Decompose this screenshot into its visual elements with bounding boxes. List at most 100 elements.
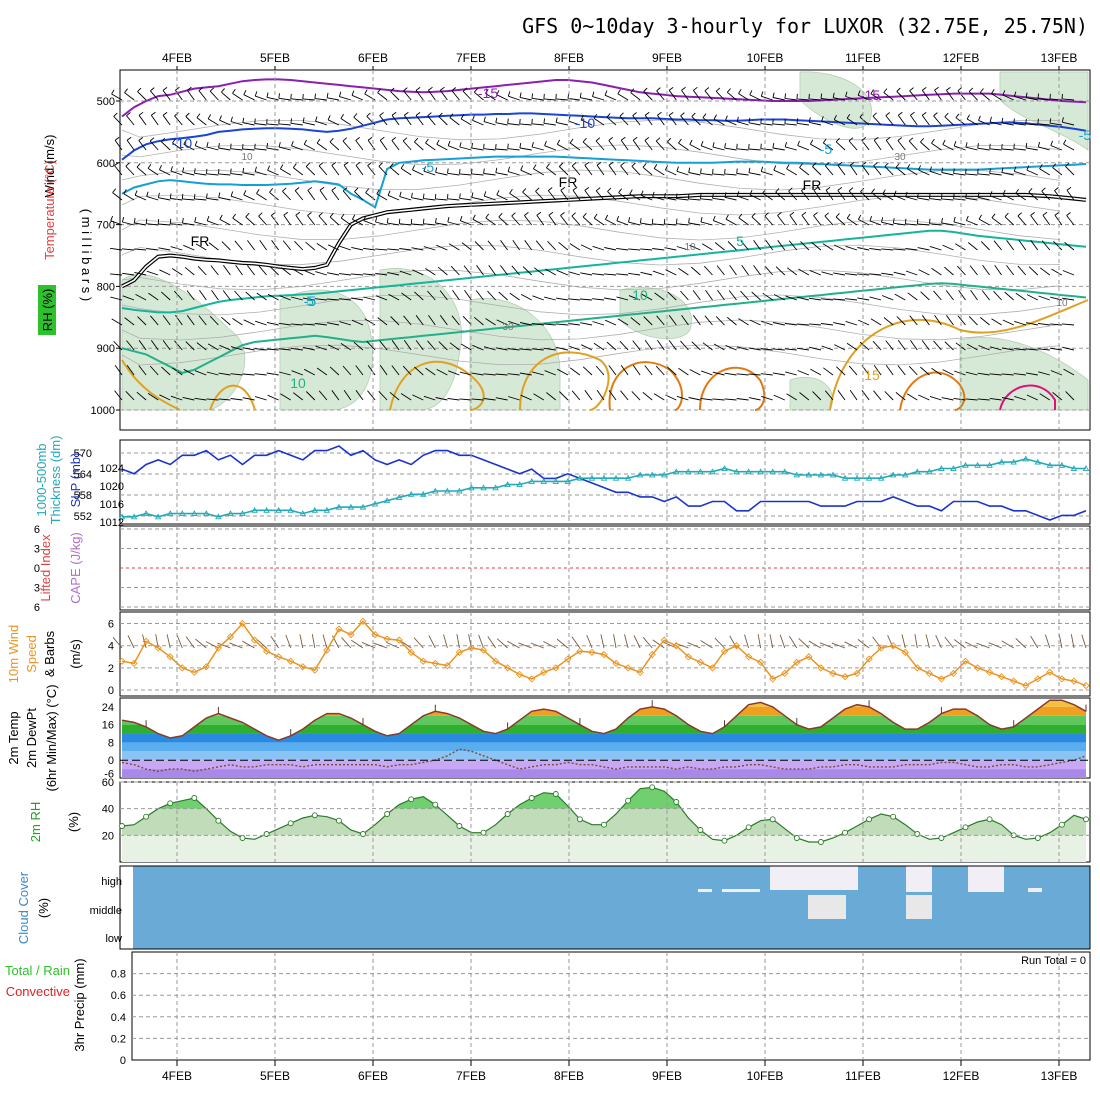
wind-barb-flag	[748, 167, 751, 173]
wind-barb	[245, 216, 255, 226]
wind-barb	[1025, 322, 1038, 326]
wind-barb	[921, 115, 930, 126]
wind-barb-flag	[318, 212, 323, 217]
rh-isoline	[121, 269, 1061, 291]
wind-barb	[641, 293, 653, 301]
wind-barb	[194, 370, 207, 376]
wind-barb	[618, 192, 629, 201]
wind-barb-flag	[688, 218, 690, 224]
wind-barb	[232, 217, 243, 226]
wind-barb	[533, 393, 545, 401]
wind-barb	[580, 272, 593, 276]
wind-barb	[657, 339, 665, 351]
wind-speed-marker	[311, 666, 319, 674]
thickness-marker	[938, 465, 945, 471]
wind-speed-marker	[925, 669, 933, 678]
wind-barb	[331, 390, 340, 401]
wind-10m-barb	[112, 637, 123, 649]
wind-barb-flag	[724, 192, 727, 198]
wind-barb	[713, 220, 725, 226]
isotherm-line	[121, 78, 1087, 118]
wind-barb	[292, 268, 304, 276]
wind-barb	[1014, 95, 1026, 101]
wind-10m-barb	[935, 635, 942, 649]
wind-10m-barb	[1070, 634, 1075, 649]
wind-10m-barb	[624, 634, 629, 649]
wind-barb	[290, 122, 303, 126]
wind-barb	[680, 290, 689, 301]
wind-barb	[608, 140, 617, 151]
wind-barb	[933, 115, 942, 126]
wind-barb	[411, 223, 424, 226]
wind-barb	[560, 215, 569, 226]
wind-barb-flag	[1013, 118, 1015, 124]
wind-barb-flag	[892, 218, 895, 224]
wind-barb	[182, 222, 195, 226]
wind-barb	[681, 314, 689, 326]
wind-barb-flag	[447, 140, 451, 146]
wind-barb	[280, 168, 291, 176]
wind-barb-flag	[569, 138, 574, 144]
wind-barb-flag	[404, 111, 409, 116]
lifted-tick-label: 6	[34, 602, 40, 614]
wind-barb-flag	[243, 190, 247, 195]
wind-barb	[942, 369, 954, 376]
wind-barb	[459, 173, 472, 176]
wind-barb-flag	[254, 91, 258, 97]
wind-barb-flag	[124, 88, 128, 93]
slp-tick-label: 1024	[100, 463, 124, 475]
wind-barb-flag	[307, 186, 313, 191]
wind-barb	[692, 290, 701, 301]
thickness-marker	[287, 506, 294, 513]
thickness-marker	[383, 497, 391, 504]
wind-barb	[644, 339, 653, 351]
wind-barb	[366, 340, 376, 351]
bottom-date-label: 11FEB	[845, 1069, 881, 1083]
wind-barb-flag	[147, 163, 152, 169]
wind-barb-flag	[269, 188, 274, 193]
wind-barb-flag	[712, 215, 716, 221]
wind-barb	[713, 343, 725, 351]
top-date-label: 12FEB	[943, 51, 980, 65]
bottom-date-label: 8FEB	[554, 1069, 584, 1083]
wind-barb	[363, 296, 376, 301]
wind-barb	[628, 248, 641, 251]
wind-barb	[307, 215, 316, 226]
contour-label: 10	[290, 375, 306, 391]
wind-barb-flag	[230, 168, 232, 174]
wind-barb	[483, 173, 496, 176]
wind-barb	[399, 248, 412, 251]
wind-barb	[761, 395, 773, 401]
wind-barb-flag	[472, 214, 476, 220]
wind-barb	[401, 292, 412, 301]
wind-barb	[678, 142, 689, 151]
wind-barb	[991, 217, 1002, 226]
contour-label: -5	[422, 159, 435, 175]
wind-barb	[162, 315, 171, 326]
wind-barb	[592, 273, 605, 276]
wind-barb-flag	[509, 188, 513, 194]
wind-barb-flag	[114, 136, 120, 141]
wind-speed-marker	[552, 664, 560, 672]
wind-barb	[1002, 319, 1014, 326]
wind-speed-marker	[359, 617, 367, 625]
wind-barb	[799, 392, 810, 401]
wind-barb	[596, 164, 605, 176]
wind-barb	[693, 315, 701, 326]
wind-barb	[727, 317, 737, 326]
wind-barb-flag	[207, 114, 212, 120]
wind-10m-barb	[456, 634, 460, 649]
wind-barb	[230, 346, 243, 351]
wind-barb	[873, 165, 882, 176]
upper-air-grid	[120, 100, 1090, 411]
wind-barb	[845, 273, 858, 276]
wind-barb	[198, 90, 207, 101]
temp-tick-label: 24	[102, 702, 114, 714]
wind-barb	[796, 122, 809, 126]
wind-barb	[813, 215, 822, 226]
thickness-marker	[793, 471, 801, 478]
wind-barb	[243, 94, 255, 101]
wind-barb	[355, 365, 364, 376]
